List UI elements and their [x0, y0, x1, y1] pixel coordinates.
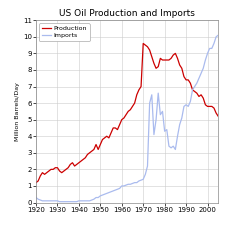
Title: US Oil Production and Imports: US Oil Production and Imports: [59, 9, 195, 18]
Production: [217, 115, 220, 118]
Imports: [39, 199, 42, 201]
Production: [176, 57, 179, 60]
Legend: Production, Imports: Production, Imports: [39, 23, 90, 41]
Imports: [35, 196, 37, 199]
Imports: [191, 88, 194, 91]
Production: [43, 173, 46, 176]
Imports: [54, 200, 57, 202]
Imports: [58, 200, 61, 203]
Imports: [125, 184, 127, 187]
Imports: [43, 200, 46, 202]
Production: [35, 181, 37, 184]
Production: [191, 88, 194, 91]
Production: [39, 175, 42, 177]
Y-axis label: Million Barrels/Day: Million Barrels/Day: [15, 82, 20, 141]
Line: Imports: Imports: [36, 35, 218, 202]
Production: [142, 42, 144, 45]
Imports: [176, 135, 179, 137]
Line: Production: Production: [36, 43, 218, 183]
Imports: [217, 34, 220, 36]
Production: [54, 166, 57, 169]
Production: [123, 117, 125, 119]
